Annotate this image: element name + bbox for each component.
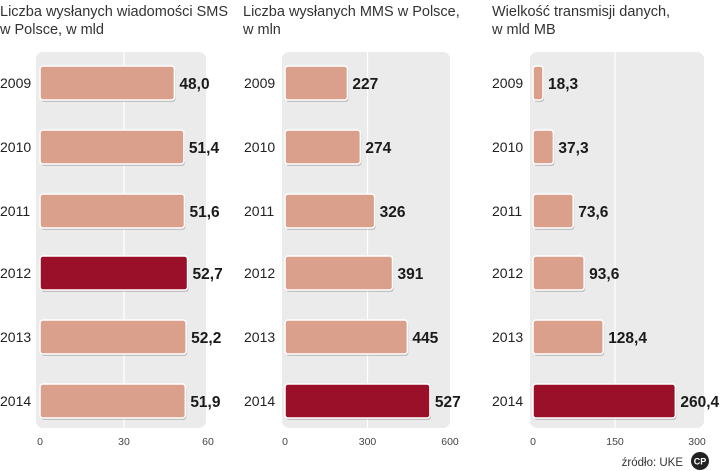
bar — [39, 129, 185, 165]
value-label: 391 — [398, 266, 424, 283]
chart-title-line: w mln — [242, 22, 281, 38]
year-label: 2012 — [0, 265, 31, 281]
year-label: 2011 — [0, 203, 30, 219]
year-label: 2013 — [244, 329, 275, 345]
plot-background — [282, 52, 450, 428]
bar — [532, 65, 544, 101]
logo-circle — [691, 452, 709, 470]
chart-title: Wielkość transmisji danych, w mld MB — [491, 4, 670, 38]
tick-label: 0 — [530, 436, 536, 448]
tick-label: 0 — [37, 436, 43, 448]
value-label: 527 — [435, 394, 461, 411]
tick-label: 0 — [282, 436, 288, 448]
chart-title-line: w mld MB — [491, 22, 556, 38]
bar — [39, 319, 187, 355]
year-label: 2012 — [492, 265, 523, 281]
chart-title-line: w Polsce, w mld — [0, 22, 104, 38]
bar-highlight — [39, 255, 189, 291]
value-label: 128,4 — [608, 330, 647, 347]
chart-title-line: Wielkość transmisji danych, — [492, 4, 670, 20]
value-label: 52,7 — [193, 266, 223, 283]
bar — [532, 129, 555, 165]
tick-label: 30 — [118, 436, 130, 448]
tick-label: 600 — [441, 436, 459, 448]
plot-background — [36, 52, 206, 428]
value-label: 51,4 — [189, 140, 220, 157]
year-label: 2013 — [492, 329, 523, 345]
bar — [39, 193, 186, 229]
bar — [532, 193, 574, 229]
value-label: 93,6 — [589, 266, 620, 283]
tick-label: 150 — [606, 436, 624, 448]
value-label: 326 — [380, 204, 406, 221]
value-label: 260,4 — [680, 394, 719, 411]
year-label: 2014 — [0, 393, 31, 409]
bar — [532, 319, 604, 355]
bar — [284, 129, 362, 165]
year-label: 2009 — [244, 75, 275, 91]
value-label: 18,3 — [548, 76, 579, 93]
year-label: 2014 — [244, 393, 275, 409]
value-label: 51,6 — [189, 204, 220, 221]
year-label: 2011 — [244, 203, 274, 219]
bar — [284, 193, 376, 229]
year-label: 2012 — [244, 265, 275, 281]
bar — [39, 65, 176, 101]
bar — [532, 255, 585, 291]
value-label: 48,0 — [179, 76, 209, 93]
year-label: 2010 — [0, 139, 31, 155]
source-text: źródło: UKE — [622, 457, 684, 469]
chart-title: Liczba wysłanych wiadomości SMS w Polsce,… — [0, 4, 228, 38]
year-label: 2010 — [492, 139, 523, 155]
logo-text: CP — [694, 457, 707, 467]
chart-title-line: Liczba wysłanych wiadomości SMS — [0, 4, 228, 20]
chart-title: Liczba wysłanych MMS w Polsce, w mln — [242, 4, 460, 38]
year-label: 2011 — [492, 203, 522, 219]
bar-highlight — [284, 383, 431, 419]
year-label: 2013 — [0, 329, 31, 345]
year-label: 2014 — [492, 393, 523, 409]
tick-label: 60 — [202, 436, 214, 448]
cp-logo: CP — [691, 452, 709, 470]
tick-label: 300 — [688, 436, 706, 448]
value-label: 52,2 — [191, 330, 221, 347]
value-label: 274 — [365, 140, 391, 157]
bar-highlight — [532, 383, 677, 419]
bar — [284, 319, 409, 355]
tick-label: 300 — [359, 436, 377, 448]
plot-background — [530, 52, 704, 428]
year-label: 2009 — [0, 75, 31, 91]
value-label: 73,6 — [578, 204, 609, 221]
chart-title-line: Liczba wysłanych MMS w Polsce, — [243, 4, 460, 20]
value-label: 51,9 — [190, 394, 221, 411]
value-label: 37,3 — [558, 140, 589, 157]
bar — [284, 65, 349, 101]
bar — [284, 255, 394, 291]
chart-panel-2: Liczba wysłanych MMS w Polsce, w mln 2009 2… — [242, 4, 461, 448]
chart-panel-1: Liczba wysłanych wiadomości SMS w Polsce,… — [0, 4, 228, 448]
year-label: 2009 — [492, 75, 523, 91]
bar — [39, 383, 187, 419]
value-label: 227 — [352, 76, 378, 93]
year-label: 2010 — [244, 139, 275, 155]
value-label: 445 — [412, 330, 438, 347]
chart-panel-3: Wielkość transmisji danych, w mld MB 2009 1… — [491, 4, 720, 448]
